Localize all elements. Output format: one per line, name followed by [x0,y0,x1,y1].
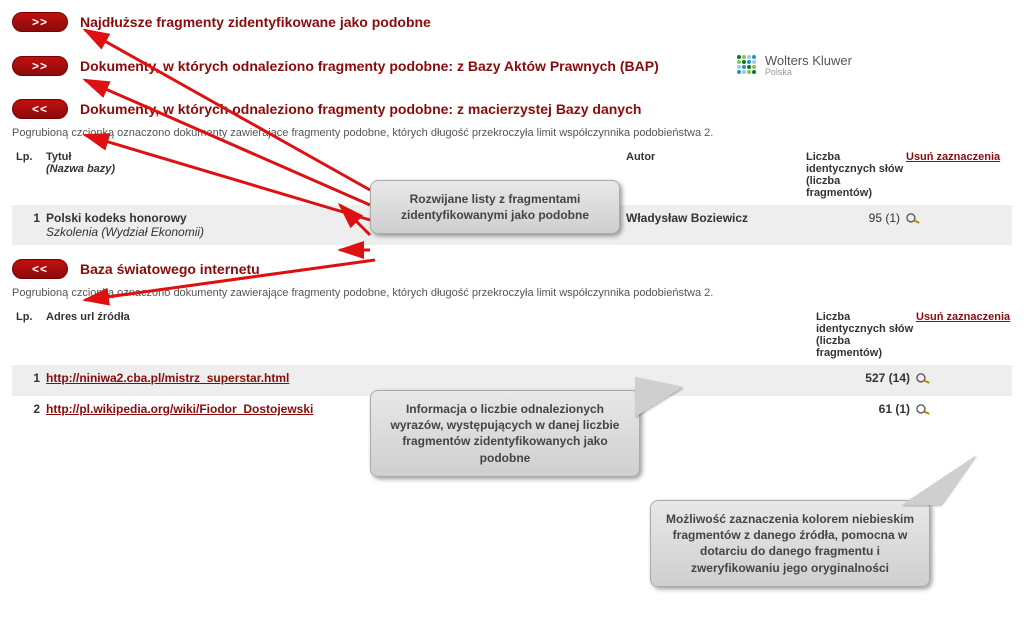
remove-highlights-link[interactable]: Usuń zaznaczenia [906,151,1006,163]
magnifier-icon[interactable] [913,400,935,423]
col-author: Autor [626,151,806,163]
section-internet: << Baza światowego internetu [12,259,1012,279]
cell-actions [906,211,1006,230]
section-title: Najdłuższe fragmenty zidentyfikowane jak… [80,14,431,30]
col-url: Adres url źródła [46,311,816,323]
source-url-link[interactable]: http://niniwa2.cba.pl/mistrz_superstar.h… [46,371,289,385]
collapse-button[interactable]: << [12,99,68,119]
cell-count: 95 (1) [806,211,906,225]
section-title: Baza światowego internetu [80,261,260,277]
wk-logo-sub: Polska [765,67,852,77]
col-lp: Lp. [16,151,46,163]
col-count: Liczba identycznych słów (liczba fragmen… [806,151,906,199]
remove-highlights-link[interactable]: Usuń zaznaczenia [916,311,1016,323]
table-header: Lp. Adres url źródła Liczba identycznych… [12,305,1012,365]
cell-lp: 2 [16,402,46,416]
note-text: Pogrubioną czcionką oznaczono dokumenty … [12,127,1012,139]
section-home-db: << Dokumenty, w których odnaleziono frag… [12,99,1012,119]
cell-url: http://niniwa2.cba.pl/mistrz_superstar.h… [46,371,816,385]
col-title: Tytuł (Nazwa bazy) [46,151,626,175]
col-title-label: Tytuł [46,151,71,163]
wk-logo-icon [737,55,759,77]
source-url-link[interactable]: http://pl.wikipedia.org/wiki/Fiodor_Dost… [46,402,313,416]
cell-count: 61 (1) [816,402,916,416]
cell-actions [916,402,1016,421]
section-title: Dokumenty, w których odnaleziono fragmen… [80,101,641,117]
section-bap: >> Dokumenty, w których odnaleziono frag… [12,54,1012,77]
wk-logo-name: Wolters Kluwer [765,54,852,67]
col-lp: Lp. [16,311,46,323]
note-text: Pogrubioną czcionką oznaczono dokumenty … [12,287,1012,299]
col-count: Liczba identycznych słów (liczba fragmen… [816,311,916,359]
collapse-button[interactable]: << [12,259,68,279]
cell-actions [916,371,1016,390]
callout-highlight-feature: Możliwość zaznaczenia kolorem niebieskim… [650,500,930,587]
section-title: Dokumenty, w których odnaleziono fragmen… [80,58,659,74]
col-title-sub: (Nazwa bazy) [46,163,626,175]
expand-button[interactable]: >> [12,12,68,32]
cell-author: Władysław Boziewicz [626,211,806,225]
cell-count: 527 (14) [816,371,916,385]
wolters-kluwer-logo: Wolters Kluwer Polska [737,54,852,77]
callout-expandable-lists: Rozwijane listy z fragmentami zidentyfik… [370,180,620,234]
magnifier-icon[interactable] [913,369,935,392]
callout-word-count-info: Informacja o liczbie odnalezionych wyraz… [370,390,640,477]
cell-lp: 1 [16,371,46,385]
cell-lp: 1 [16,211,46,225]
expand-button[interactable]: >> [12,56,68,76]
section-longest-fragments: >> Najdłuższe fragmenty zidentyfikowane … [12,12,1012,32]
magnifier-icon[interactable] [903,209,925,232]
